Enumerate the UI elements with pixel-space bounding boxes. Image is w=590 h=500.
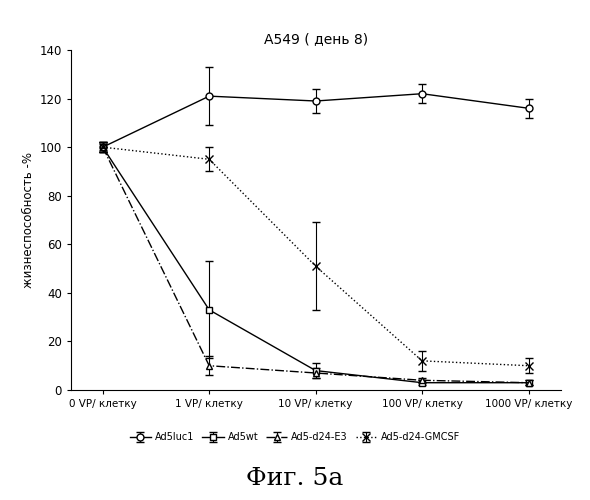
Legend: Ad5luc1, Ad5wt, Ad5-d24-E3, Ad5-d24-GMCSF: Ad5luc1, Ad5wt, Ad5-d24-E3, Ad5-d24-GMCS… [130, 432, 460, 442]
Text: Фиг. 5а: Фиг. 5а [246, 467, 344, 490]
Title: A549 ( день 8): A549 ( день 8) [264, 32, 368, 46]
Y-axis label: жизнеспособность -%: жизнеспособность -% [22, 152, 35, 288]
